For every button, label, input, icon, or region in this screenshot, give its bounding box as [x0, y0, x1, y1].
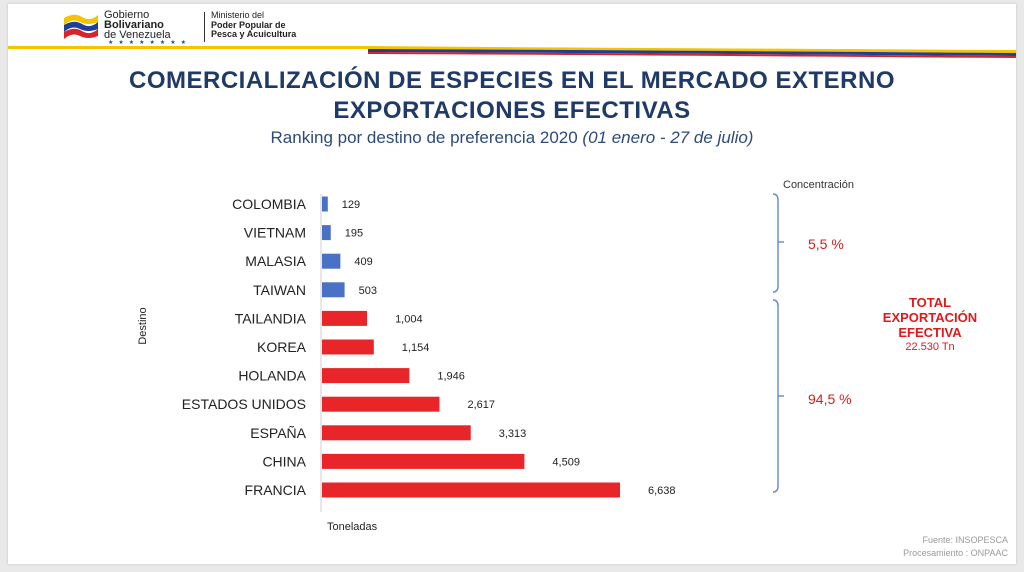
ministry-line-3: Pesca y Acuicultura — [211, 29, 297, 39]
total-export-box: TOTAL EXPORTACIÓN EFECTIVA 22.530 Tn — [870, 295, 990, 355]
gov-line-1: Gobierno — [104, 9, 150, 21]
subtitle-dates: (01 enero - 27 de julio) — [582, 128, 754, 147]
value-label: 129 — [342, 199, 360, 211]
category-label: ESTADOS UNIDOS — [182, 396, 306, 412]
chart-title-line-1: COMERCIALIZACIÓN DE ESPECIES EN EL MERCA… — [129, 67, 895, 94]
value-label: 1,004 — [395, 313, 423, 325]
chart-title-line-2: EXPORTACIONES EFECTIVAS — [333, 97, 691, 124]
source-line-1: Fuente: INSOPESCA — [922, 535, 1008, 545]
y-axis-label: Destino — [137, 307, 149, 344]
bar — [322, 482, 620, 498]
header-divider — [204, 12, 205, 42]
x-axis-label: Toneladas — [327, 521, 378, 533]
category-label: MALASIA — [245, 253, 306, 269]
concentration-bottom-pct: 94,5 % — [808, 391, 852, 407]
bracket-bottom — [772, 299, 779, 493]
chart-subtitle: Ranking por destino de preferencia 2020 … — [8, 128, 1016, 148]
concentration-title: Concentración — [783, 179, 854, 191]
category-label: VIETNAM — [244, 225, 306, 241]
category-label: KOREA — [257, 339, 307, 355]
header-color-band — [8, 46, 1016, 58]
source-line-2: Procesamiento : ONPAAC — [903, 548, 1008, 558]
subtitle-main: Ranking por destino de preferencia 2020 — [270, 128, 578, 147]
category-label: HOLANDA — [238, 368, 306, 384]
bar — [322, 310, 368, 326]
value-label: 1,154 — [402, 342, 430, 354]
ministry-line-1: Ministerio del — [211, 10, 265, 20]
gov-line-3: de Venezuela — [104, 29, 171, 41]
bar — [322, 453, 525, 469]
value-label: 2,617 — [467, 399, 495, 411]
category-label: TAIWAN — [253, 282, 306, 298]
value-label: 195 — [345, 228, 363, 240]
total-value: 22.530 Tn — [905, 341, 955, 353]
total-line-3: EFECTIVA — [898, 325, 962, 340]
value-label: 1,946 — [437, 371, 465, 383]
value-label: 4,509 — [552, 456, 580, 468]
value-label: 6,638 — [648, 485, 676, 497]
bars-group: COLOMBIA 129 VIETNAM 195 MALASIA 409 TAIWAN 503… — [182, 196, 676, 498]
bar-chart: COLOMBIA 129 VIETNAM 195 MALASIA 409 TAIWAN 503… — [137, 193, 784, 533]
bar — [322, 253, 341, 269]
stars-decoration: ★★★★★★★★ — [108, 40, 192, 46]
government-logo-text: Gobierno Bolivariano de Venezuela — [104, 9, 171, 41]
ministry-logo-text: Ministerio del Poder Popular de Pesca y … — [211, 10, 297, 40]
category-label: ESPAÑA — [250, 425, 306, 441]
bar — [322, 368, 410, 384]
bar — [322, 225, 331, 241]
bar — [322, 196, 328, 212]
value-label: 409 — [354, 256, 372, 268]
bar — [322, 425, 471, 441]
ministry-line-2: Poder Popular de — [211, 19, 286, 30]
slide: Gobierno Bolivariano de Venezuela Minist… — [8, 4, 1016, 564]
gov-line-2: Bolivariano — [104, 19, 164, 31]
venezuela-flag-logo — [64, 14, 98, 39]
total-line-2: EXPORTACIÓN — [882, 310, 978, 325]
concentration-top-pct: 5,5 % — [808, 236, 844, 252]
category-label: TAILANDIA — [235, 310, 307, 326]
value-label: 3,313 — [499, 428, 527, 440]
bar — [322, 396, 440, 412]
total-line-1: TOTAL — [908, 295, 952, 310]
bracket-top — [772, 193, 779, 293]
value-label: 503 — [359, 285, 377, 297]
bar — [322, 339, 374, 355]
source-note: Fuente: INSOPESCA Procesamiento : ONPAAC — [868, 534, 1008, 560]
bar — [322, 282, 345, 298]
category-label: FRANCIA — [245, 482, 307, 498]
category-label: CHINA — [262, 453, 306, 469]
category-label: COLOMBIA — [232, 196, 307, 212]
